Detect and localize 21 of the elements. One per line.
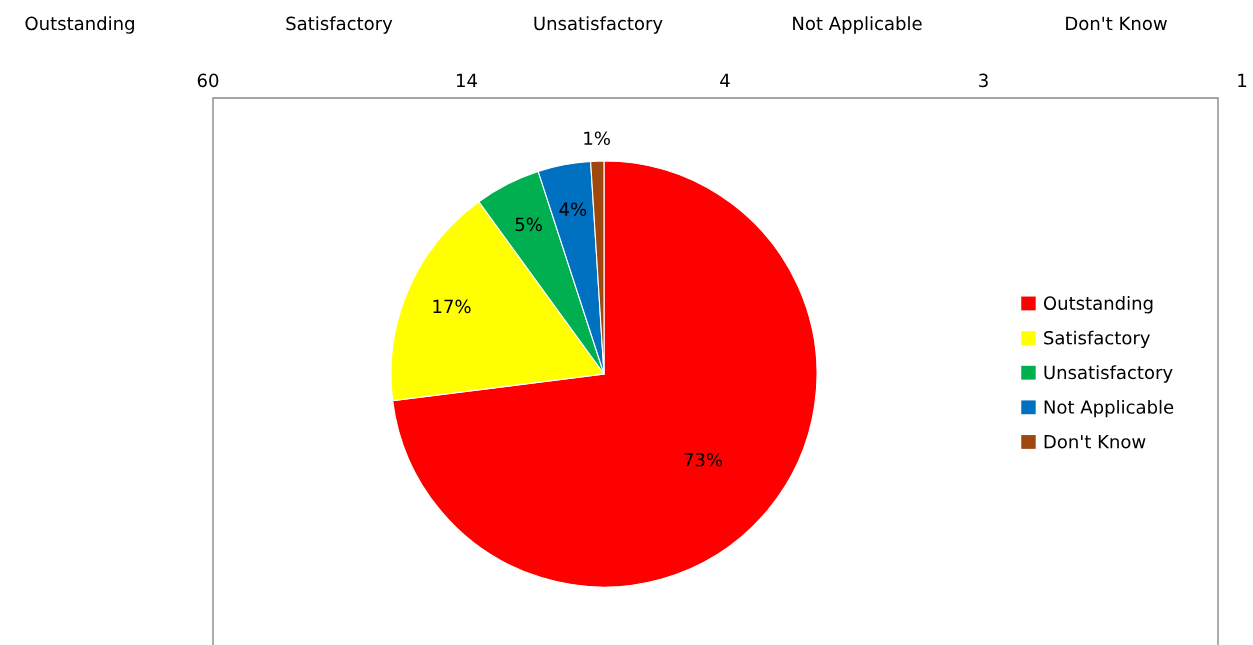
pie-slice	[392, 160, 818, 588]
data-label: 17%	[433, 299, 471, 314]
category-label: Unsatisfactory	[534, 16, 663, 34]
data-label: 1%	[584, 131, 610, 146]
category-label: Don't Know	[1066, 16, 1167, 31]
text: 3	[979, 73, 988, 88]
category-label: Outstanding	[25, 16, 134, 34]
data-label: 73%	[684, 452, 723, 467]
text: 1	[1238, 73, 1247, 87]
legend-label: Unsatisfactory	[1044, 365, 1173, 383]
legend-label: Outstanding	[1043, 296, 1153, 314]
text: 4	[720, 73, 730, 87]
legend-label: Don't Know	[1044, 435, 1146, 449]
text: 60	[197, 73, 219, 88]
slice-label: Satisfactory	[286, 16, 393, 34]
category-label: Not Applicable	[793, 16, 922, 34]
data-label: 4%	[559, 202, 587, 217]
legend-label: Satisfactory	[1044, 330, 1150, 349]
text: 14	[457, 73, 477, 87]
legend-label: Not Applicable	[1044, 399, 1174, 418]
data-label: 5%	[515, 217, 542, 232]
